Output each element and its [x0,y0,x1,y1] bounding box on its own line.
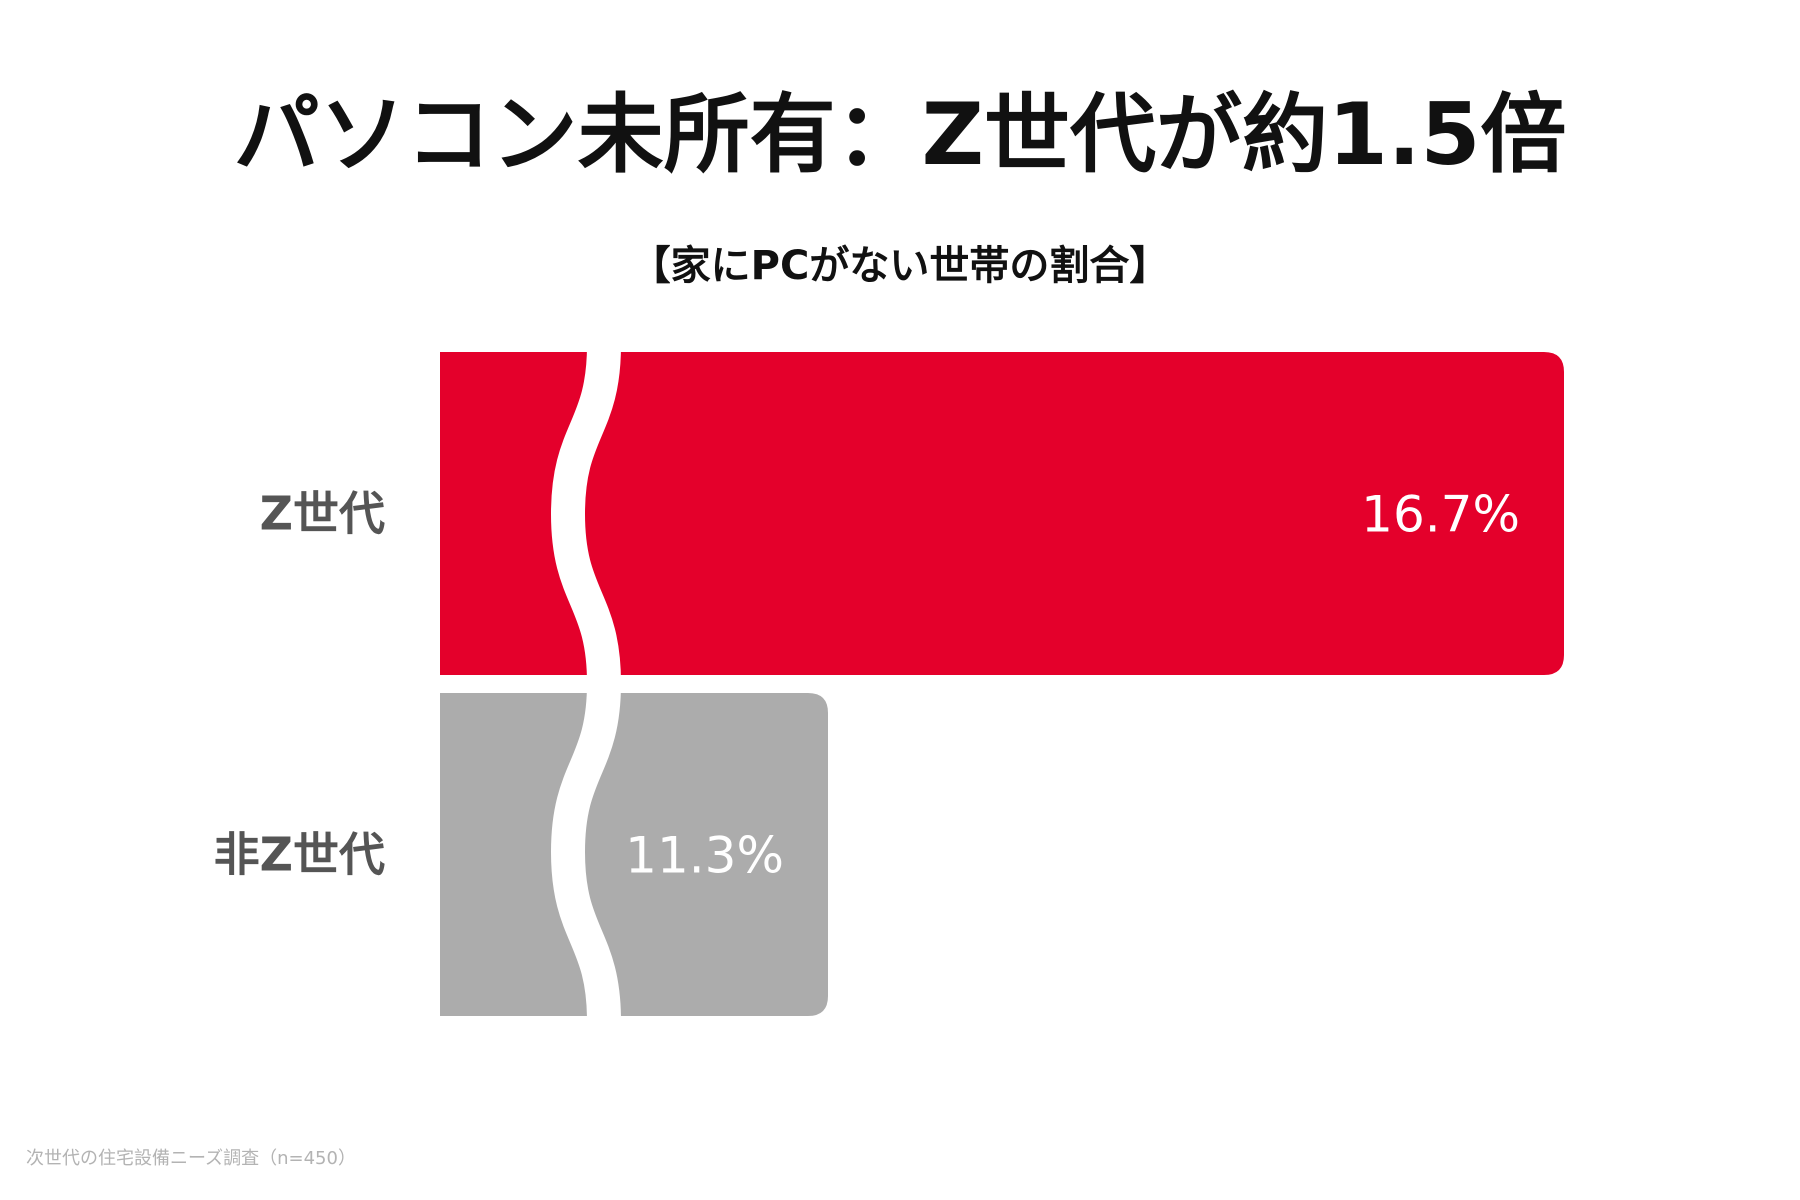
bar-z-generation [440,352,1564,675]
axis-break-wave [550,328,622,1072]
chart-title: パソコン未所有：Z世代が約1.5倍 [233,85,1567,185]
chart-subtitle: 【家にPCがない世帯の割合】 [630,243,1170,289]
category-label-z-generation: Z世代 [260,487,385,541]
value-label-non-z-generation: 11.3% [625,827,784,885]
category-label-non-z-generation: 非Z世代 [214,828,385,882]
bar-non-z-generation [440,693,828,1016]
value-label-z-generation: 16.7% [1361,486,1520,544]
source-footnote: 次世代の住宅設備ニーズ調査（n=450） [26,1148,356,1169]
